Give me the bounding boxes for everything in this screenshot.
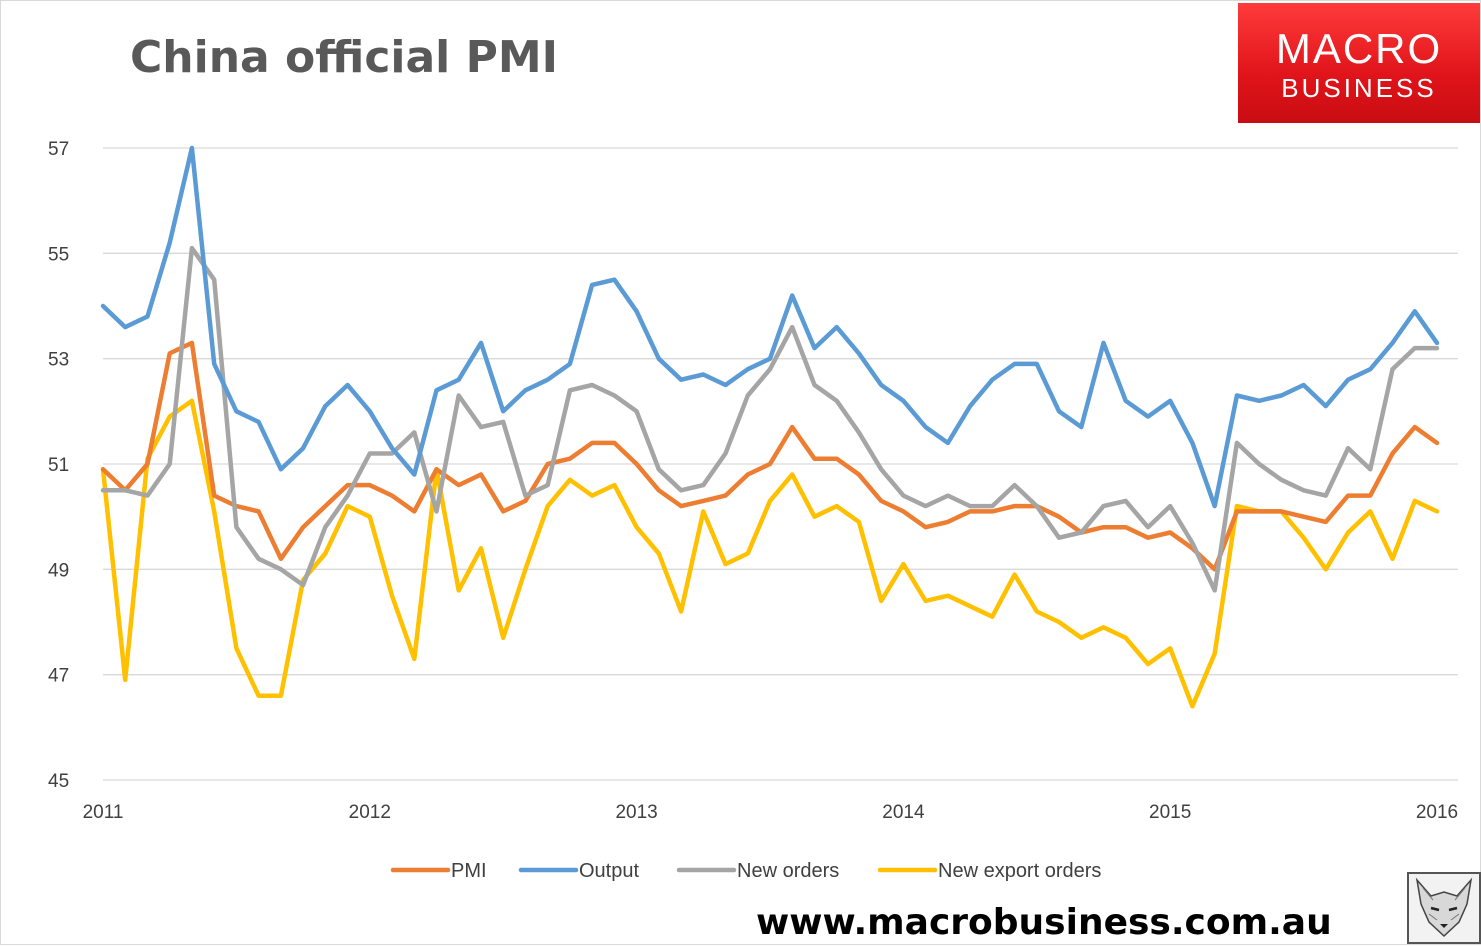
series-line-new-orders: [100, 245, 1440, 593]
legend-label-2: New orders: [737, 860, 839, 882]
series-line-output: [100, 145, 1440, 509]
y-tick-label-45: 45: [48, 771, 69, 792]
legend-label-1: Output: [579, 860, 639, 882]
series-line-pmi: [100, 340, 1440, 572]
x-tick-label-2012: 2012: [349, 802, 391, 823]
legend-label-3: New export orders: [938, 860, 1101, 882]
x-axis-tick-labels: 2011 2012 2013 2014 2015 2016: [83, 802, 1459, 823]
chart-title: China official PMI: [130, 32, 558, 83]
fox-mascot-icon: [1407, 872, 1481, 944]
macrobusiness-logo: MACRO BUSINESS: [1238, 3, 1480, 123]
website-url: www.macrobusiness.com.au: [756, 902, 1332, 943]
x-tick-label-2014: 2014: [882, 802, 925, 823]
y-tick-label-49: 49: [48, 560, 69, 581]
x-tick-label-2011: 2011: [83, 802, 124, 823]
x-tick-label-2015: 2015: [1149, 802, 1191, 823]
gridlines: [103, 147, 1458, 781]
series-lines: [100, 145, 1440, 709]
y-tick-label-51: 51: [48, 455, 69, 476]
x-tick-label-2016: 2016: [1416, 802, 1458, 823]
y-tick-label-53: 53: [48, 350, 69, 371]
y-tick-label-57: 57: [48, 139, 69, 160]
series-line-new-export-orders: [100, 398, 1440, 709]
y-axis-tick-labels: 45 47 49 51 53 55 57: [48, 139, 69, 792]
logo-line-macro: MACRO: [1275, 25, 1443, 72]
legend: PMI Output New orders New export orders: [390, 860, 1101, 882]
legend-label-0: PMI: [451, 860, 487, 882]
y-tick-label-55: 55: [48, 244, 69, 265]
y-tick-label-47: 47: [48, 666, 69, 687]
x-tick-label-2013: 2013: [615, 802, 657, 823]
logo-line-business: BUSINESS: [1281, 73, 1437, 103]
